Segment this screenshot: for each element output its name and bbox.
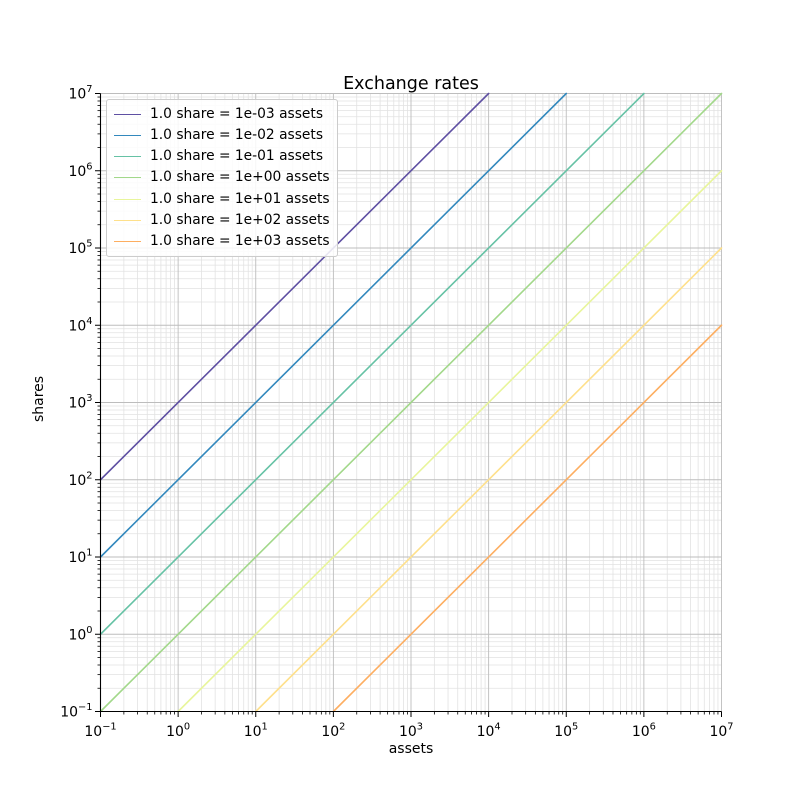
legend-label: 1.0 share = 1e-01 assets [150,148,324,165]
legend-item: 1.0 share = 1e+02 assets [114,210,337,231]
legend-label: 1.0 share = 1e-03 assets [150,106,324,123]
x-tick-label: 105 [554,722,578,741]
series-line-1000 [332,324,723,713]
legend-label: 1.0 share = 1e+02 assets [150,211,330,228]
x-axis-label: assets [388,741,434,757]
legend-line-swatch [114,114,141,116]
x-tick-label: 106 [632,722,656,741]
y-axis-label: shares [31,375,47,423]
y-tick-label: 107 [68,84,92,103]
legend-line-swatch [114,177,141,179]
legend-item: 1.0 share = 1e-03 assets [114,104,337,125]
y-tick-label: 105 [68,239,92,258]
legend-line-swatch [114,156,141,158]
legend-line-swatch [114,240,141,242]
legend-item: 1.0 share = 1e-02 assets [114,125,337,146]
series-line-0.01 [99,92,568,558]
legend-label: 1.0 share = 1e+00 assets [150,169,330,186]
y-tick-label: 10−1 [60,702,92,721]
legend-item: 1.0 share = 1e+01 assets [114,189,337,210]
legend-label: 1.0 share = 1e+01 assets [150,190,330,207]
y-tick-label: 102 [68,470,92,489]
x-tick-label: 107 [709,722,733,741]
legend-label: 1.0 share = 1e+03 assets [150,232,330,249]
y-tick-label: 100 [68,625,92,644]
legend-item: 1.0 share = 1e-01 assets [114,146,337,167]
x-tick-label: 101 [244,722,268,741]
series-line-1 [99,92,723,713]
legend-label: 1.0 share = 1e-02 assets [150,127,324,144]
legend-line-swatch [114,135,141,137]
chart-title: Exchange rates [343,74,479,94]
y-tick-label: 106 [68,161,92,180]
x-tick-label: 103 [399,722,423,741]
y-tick-label: 101 [68,548,92,567]
series-line-0.001 [99,92,490,481]
legend-item: 1.0 share = 1e+03 assets [114,231,337,252]
series-line-10 [177,169,723,713]
x-tick-label: 100 [166,722,190,741]
y-tick-label: 103 [68,393,92,412]
x-tick-label: 102 [321,722,345,741]
series-line-0.1 [99,92,645,636]
legend-line-swatch [114,219,141,221]
series-line-100 [254,247,723,713]
legend-line-swatch [114,198,141,200]
x-tick-label: 10−1 [84,722,116,741]
legend: 1.0 share = 1e-03 assets 1.0 share = 1e-0… [106,99,338,257]
y-tick-label: 104 [68,316,92,335]
x-tick-label: 104 [477,722,501,741]
legend-item: 1.0 share = 1e+00 assets [114,167,337,188]
